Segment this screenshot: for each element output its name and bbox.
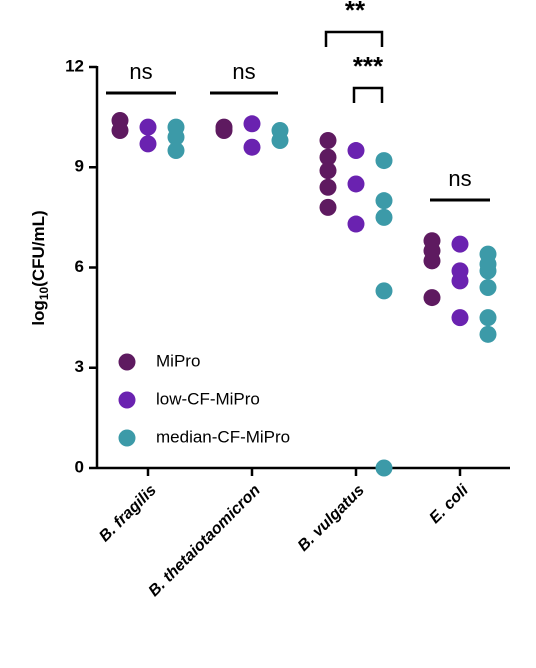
data-point bbox=[451, 272, 469, 290]
significance-label: ns bbox=[448, 166, 471, 191]
significance-label: ** bbox=[345, 0, 366, 25]
significance-label: ns bbox=[129, 59, 152, 84]
y-tick-label: 12 bbox=[65, 56, 84, 75]
data-point bbox=[139, 135, 157, 153]
data-point bbox=[347, 215, 365, 233]
legend-marker bbox=[118, 353, 136, 371]
legend-marker bbox=[118, 391, 136, 409]
data-point bbox=[451, 309, 469, 327]
significance-label: *** bbox=[353, 51, 384, 81]
data-point bbox=[243, 138, 261, 156]
data-point bbox=[347, 175, 365, 193]
x-tick-label: B. vulgatus bbox=[295, 482, 368, 555]
data-point bbox=[479, 309, 497, 327]
legend-label: MiPro bbox=[156, 351, 200, 370]
data-point bbox=[167, 128, 185, 146]
data-point bbox=[319, 178, 337, 196]
data-point bbox=[479, 325, 497, 343]
data-point bbox=[375, 282, 393, 300]
data-point bbox=[347, 142, 365, 160]
data-point bbox=[215, 121, 233, 139]
data-point bbox=[243, 115, 261, 133]
legend-marker bbox=[118, 429, 136, 447]
y-tick-label: 0 bbox=[75, 457, 84, 476]
data-point bbox=[375, 459, 393, 477]
x-tick-label: B. fragilis bbox=[96, 482, 160, 546]
significance-label: ns bbox=[232, 59, 255, 84]
data-point bbox=[479, 279, 497, 297]
bracket bbox=[324, 30, 384, 47]
y-tick-label: 6 bbox=[75, 257, 84, 276]
data-point bbox=[375, 208, 393, 226]
data-point bbox=[319, 162, 337, 180]
legend-label: median-CF-MiPro bbox=[156, 427, 290, 446]
y-tick-label: 3 bbox=[75, 357, 84, 376]
bracket bbox=[352, 86, 384, 103]
data-point bbox=[167, 142, 185, 160]
data-point bbox=[479, 262, 497, 280]
x-tick-label: B. thetaiotaomicron bbox=[146, 482, 264, 600]
data-point bbox=[423, 289, 441, 307]
data-point bbox=[319, 198, 337, 216]
data-point bbox=[451, 235, 469, 253]
data-point bbox=[319, 132, 337, 150]
data-point bbox=[271, 132, 289, 150]
data-point bbox=[375, 152, 393, 170]
data-point bbox=[139, 118, 157, 136]
x-tick-label: E. coli bbox=[426, 481, 472, 527]
data-point bbox=[375, 192, 393, 210]
y-axis-label: log10(CFU/mL) bbox=[29, 210, 51, 325]
data-point bbox=[111, 121, 129, 139]
y-tick-label: 9 bbox=[75, 157, 84, 176]
data-point bbox=[319, 148, 337, 166]
legend-label: low-CF-MiPro bbox=[156, 389, 260, 408]
data-point bbox=[423, 252, 441, 270]
